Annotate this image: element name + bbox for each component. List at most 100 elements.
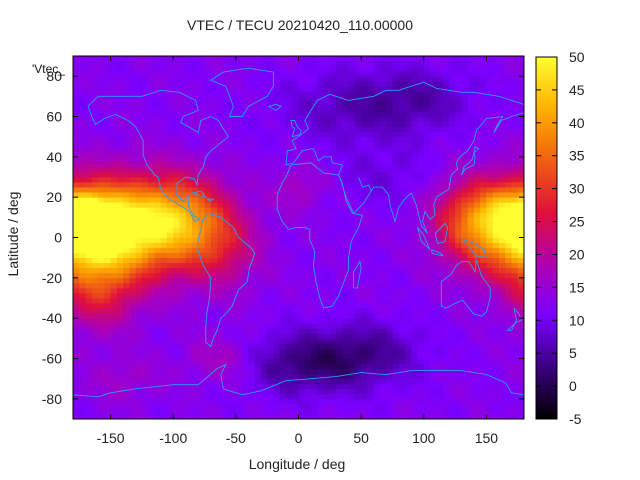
heatmap-cell	[98, 308, 105, 314]
heatmap-cell	[116, 393, 124, 400]
heatmap-cell	[198, 328, 205, 334]
heatmap-cell	[486, 66, 494, 72]
heatmap-cell	[317, 86, 324, 92]
heatmap-cell	[267, 141, 274, 148]
heatmap-cell	[254, 187, 262, 193]
heatmap-cell	[229, 363, 237, 369]
heatmap-cell	[329, 166, 337, 173]
heatmap-cell	[254, 393, 262, 400]
heatmap-cell	[135, 277, 143, 284]
heatmap-cell	[436, 121, 443, 127]
heatmap-cell	[166, 262, 174, 269]
heatmap-cell	[110, 292, 118, 299]
heatmap-cell	[311, 217, 318, 223]
heatmap-cell	[361, 166, 368, 173]
heatmap-cell	[423, 182, 431, 188]
heatmap-cell	[85, 378, 93, 385]
heatmap-cell	[317, 252, 324, 259]
heatmap-cell	[379, 348, 387, 354]
heatmap-cell	[386, 237, 393, 243]
heatmap-cell	[354, 358, 362, 364]
heatmap-cell	[311, 262, 318, 269]
heatmap-cell	[398, 222, 406, 228]
heatmap-cell	[348, 343, 356, 349]
heatmap-cell	[123, 358, 130, 364]
heatmap-cell	[329, 197, 337, 203]
heatmap-cell	[210, 86, 218, 92]
heatmap-cell	[404, 338, 412, 344]
heatmap-cell	[373, 237, 381, 243]
heatmap-cell	[229, 96, 237, 102]
heatmap-cell	[279, 111, 287, 117]
heatmap-cell	[260, 242, 268, 248]
heatmap-cell	[179, 403, 187, 410]
heatmap-cell	[91, 348, 99, 354]
heatmap-cell	[317, 313, 324, 319]
heatmap-cell	[260, 368, 268, 375]
heatmap-cell	[398, 318, 406, 324]
heatmap-cell	[342, 136, 350, 143]
heatmap-cell	[436, 338, 443, 344]
heatmap-cell	[323, 66, 331, 72]
heatmap-cell	[217, 298, 224, 304]
heatmap-cell	[448, 121, 456, 127]
heatmap-cell	[85, 202, 93, 208]
heatmap-cell	[135, 161, 143, 168]
heatmap-cell	[354, 237, 362, 243]
heatmap-cell	[141, 413, 149, 419]
heatmap-cell	[173, 66, 180, 72]
heatmap-cell	[192, 106, 199, 112]
heatmap-cell	[329, 318, 337, 324]
heatmap-cell	[486, 388, 494, 395]
heatmap-cell	[367, 408, 375, 415]
heatmap-cell	[379, 333, 387, 339]
heatmap-cell	[448, 182, 456, 188]
heatmap-cell	[442, 161, 450, 168]
heatmap-cell	[473, 277, 481, 284]
heatmap-cell	[110, 252, 118, 259]
heatmap-cell	[461, 282, 469, 289]
heatmap-cell	[317, 287, 324, 294]
heatmap-cell	[492, 222, 500, 228]
heatmap-cell	[254, 333, 262, 339]
heatmap-cell	[273, 373, 281, 380]
heatmap-cell	[116, 106, 124, 112]
heatmap-cell	[461, 267, 469, 274]
heatmap-cell	[260, 363, 268, 369]
heatmap-cell	[392, 86, 400, 92]
heatmap-cell	[417, 156, 425, 163]
heatmap-cell	[480, 398, 487, 405]
heatmap-cell	[317, 323, 324, 329]
heatmap-cell	[98, 247, 105, 254]
heatmap-cell	[198, 252, 205, 259]
heatmap-cell	[160, 298, 168, 304]
heatmap-cell	[229, 207, 237, 213]
heatmap-cell	[123, 76, 130, 82]
heatmap-cell	[486, 177, 494, 183]
heatmap-cell	[404, 277, 412, 284]
heatmap-cell	[116, 333, 124, 339]
heatmap-cell	[336, 287, 343, 294]
heatmap-cell	[379, 111, 387, 117]
heatmap-cell	[110, 121, 118, 127]
heatmap-cell	[98, 121, 105, 127]
heatmap-cell	[498, 222, 506, 228]
heatmap-cell	[492, 116, 500, 122]
heatmap-cell	[379, 141, 387, 148]
heatmap-cell	[173, 262, 180, 269]
heatmap-cell	[304, 207, 312, 213]
heatmap-cell	[123, 111, 130, 117]
heatmap-cell	[129, 403, 137, 410]
heatmap-cell	[448, 242, 456, 248]
heatmap-cell	[442, 146, 450, 153]
heatmap-cell	[254, 161, 262, 168]
heatmap-cell	[498, 156, 506, 163]
heatmap-cell	[79, 101, 86, 107]
heatmap-cell	[104, 328, 111, 334]
heatmap-cell	[373, 323, 381, 329]
heatmap-cell	[304, 348, 312, 354]
heatmap-cell	[166, 287, 174, 294]
heatmap-cell	[404, 388, 412, 395]
heatmap-cell	[455, 81, 462, 87]
heatmap-cell	[442, 262, 450, 269]
